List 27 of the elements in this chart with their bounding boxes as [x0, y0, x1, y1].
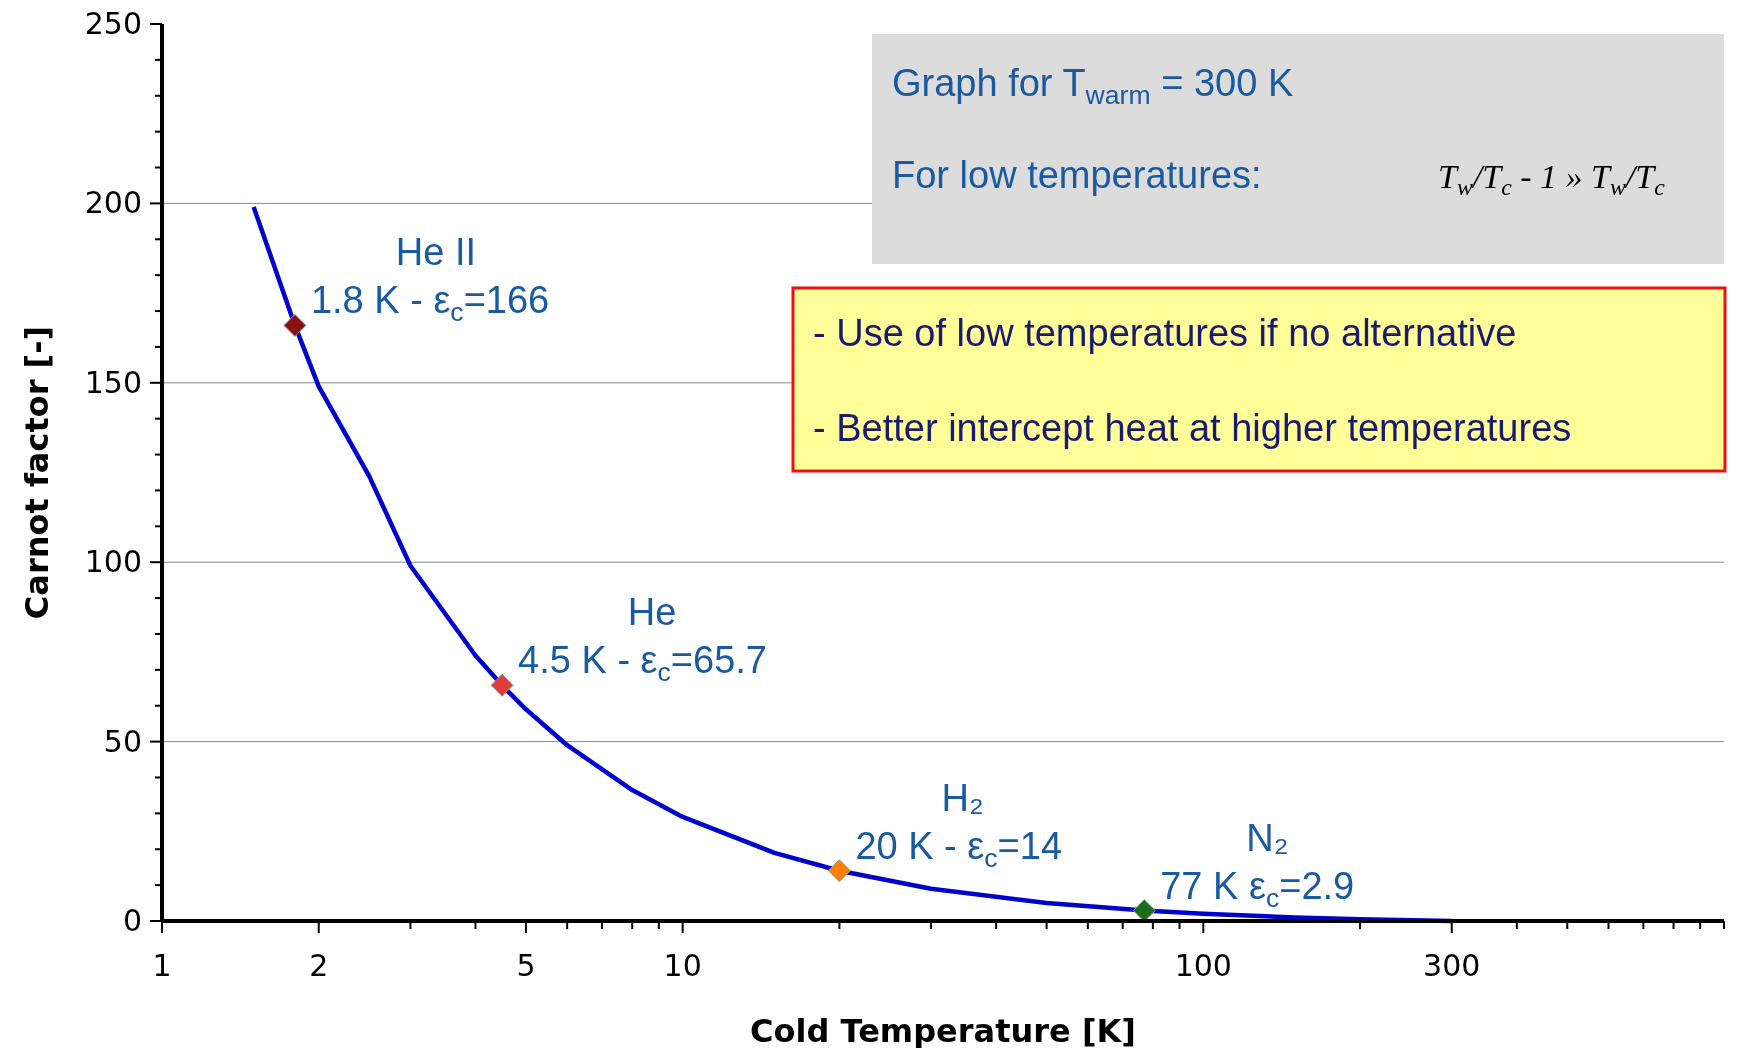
y-tick-label: 0 [122, 903, 142, 938]
x-tick-label: 100 [1174, 948, 1232, 983]
annotation: Graph for T$_{warm}$ = 300 K [892, 62, 1294, 111]
x-tick-label: 300 [1423, 948, 1481, 983]
annotation: N₂ [1246, 816, 1289, 859]
annotation: He II [395, 231, 477, 274]
annotation: He [627, 591, 677, 634]
annotation: 1.8 K - ε$_{c}$=166 [310, 279, 550, 328]
y-tick-label: 100 [84, 544, 142, 580]
annotation: T$_{w}$/T$_{c}$ - 1 » T$_{w}$/T$_{c}$ [1438, 158, 1666, 201]
annotation: 77 K ε$_{c}$=2.9 [1160, 864, 1355, 913]
annotation: 4.5 K - ε$_{c}$=65.7 [518, 639, 768, 688]
annotation: - Use of low temperatures if no alternative [813, 312, 1517, 354]
annotation: - Better intercept heat at higher temperatures [813, 407, 1572, 449]
x-axis-title: Cold Temperature [K] [750, 1012, 1136, 1050]
y-axis-title: Carnot factor [-] [18, 325, 56, 620]
y-tick-label: 50 [103, 723, 142, 759]
annotation: 20 K - ε$_{c}$=14 [855, 824, 1063, 873]
annotation: For low temperatures: [892, 154, 1262, 196]
y-tick-label: 150 [84, 364, 142, 400]
y-tick-label: 200 [84, 185, 142, 221]
x-tick-label: 10 [663, 948, 702, 983]
annotation: H₂ [941, 776, 984, 819]
x-tick-label: 2 [309, 948, 329, 983]
x-tick-label: 1 [152, 948, 172, 983]
y-tick-label: 250 [84, 6, 142, 41]
x-tick-label: 5 [516, 948, 536, 983]
